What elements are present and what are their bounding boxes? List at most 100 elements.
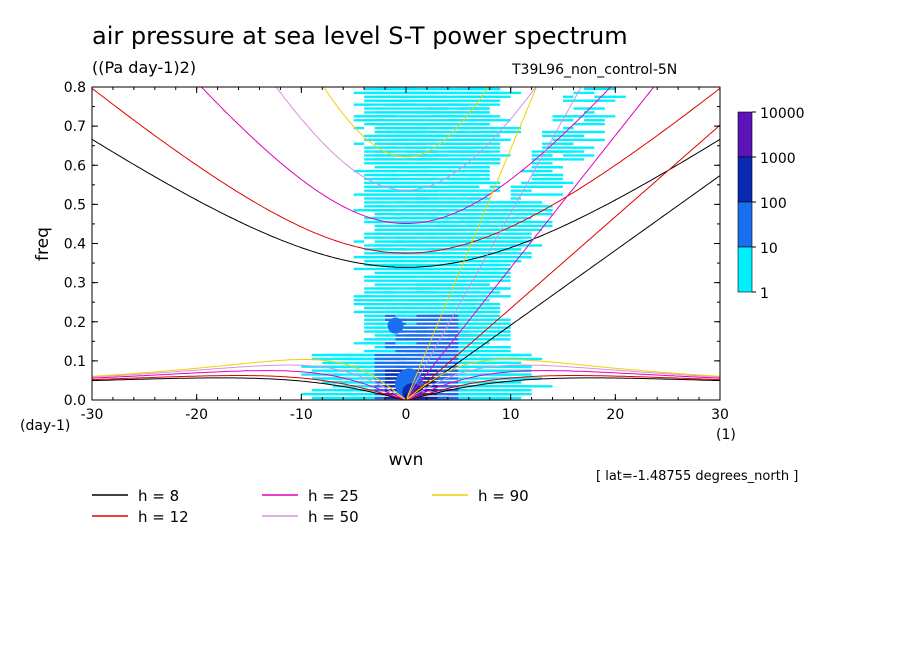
kelvin-curve bbox=[405, 87, 582, 400]
heatmap-cell bbox=[458, 146, 469, 149]
heatmap-cell bbox=[468, 295, 480, 298]
heatmap-cell bbox=[416, 173, 427, 177]
heatmap-cell bbox=[364, 146, 375, 149]
heatmap-cell bbox=[437, 162, 459, 165]
heatmap-cell bbox=[374, 115, 396, 118]
heatmap-cell bbox=[374, 122, 386, 126]
heatmap-cell bbox=[468, 334, 480, 337]
heatmap-cell bbox=[437, 252, 459, 255]
heatmap-cell bbox=[395, 365, 406, 368]
heatmap-cell bbox=[385, 244, 396, 247]
heatmap-cell bbox=[416, 256, 427, 259]
x-tick-label: -20 bbox=[185, 407, 208, 423]
heatmap-cell bbox=[510, 224, 522, 228]
heatmap-cell bbox=[416, 181, 427, 185]
heatmap-cell bbox=[447, 279, 469, 282]
heatmap-cell bbox=[531, 169, 543, 173]
heatmap-cell bbox=[364, 381, 375, 384]
heatmap-cell bbox=[426, 256, 448, 259]
heatmap-cell bbox=[458, 228, 469, 231]
heatmap-cell bbox=[311, 392, 323, 396]
heatmap-cell bbox=[468, 177, 490, 181]
heatmap-cell bbox=[364, 369, 386, 372]
heatmap-cell bbox=[458, 330, 469, 333]
heatmap-cell bbox=[364, 365, 375, 368]
heatmap-cell bbox=[468, 209, 501, 212]
heatmap-cell bbox=[489, 91, 522, 95]
heatmap-cell bbox=[437, 166, 448, 169]
heatmap-cell bbox=[447, 248, 469, 251]
heatmap-cell bbox=[395, 291, 406, 294]
heatmap-cell bbox=[364, 177, 375, 181]
heatmap-cell bbox=[447, 232, 459, 235]
heatmap-cell bbox=[437, 385, 448, 388]
heatmap-cell bbox=[385, 275, 396, 278]
heatmap-cell bbox=[447, 252, 459, 255]
heatmap-cell bbox=[374, 318, 396, 321]
y-tick-label: 0.3 bbox=[64, 276, 86, 292]
heatmap-cell bbox=[437, 154, 448, 157]
heatmap-cell bbox=[531, 185, 563, 188]
heatmap-cell bbox=[364, 302, 375, 306]
heatmap-cell bbox=[364, 326, 386, 329]
heatmap-cell bbox=[364, 134, 386, 138]
heatmap-cell bbox=[395, 87, 406, 91]
heatmap-cell bbox=[374, 146, 396, 149]
heatmap-cell bbox=[406, 357, 417, 361]
heatmap-cell bbox=[406, 107, 417, 110]
x-tick-label: 30 bbox=[711, 407, 729, 423]
heatmap-cell bbox=[364, 259, 375, 263]
heatmap-cell bbox=[416, 365, 427, 368]
heatmap-cell bbox=[521, 224, 553, 228]
heatmap-cell bbox=[437, 197, 448, 200]
chart-title: air pressure at sea level S-T power spec… bbox=[92, 22, 628, 50]
heatmap-cell bbox=[385, 334, 396, 337]
legend-label: h = 25 bbox=[308, 487, 359, 505]
heatmap-cell bbox=[374, 173, 396, 177]
heatmap-cell bbox=[364, 91, 375, 95]
heatmap-cell bbox=[447, 353, 469, 357]
heatmap-cell bbox=[521, 377, 543, 380]
heatmap-cell bbox=[322, 392, 333, 396]
heatmap-cell bbox=[468, 205, 480, 208]
heatmap-cell bbox=[364, 99, 386, 102]
heatmap-cell bbox=[395, 162, 406, 165]
heatmap-cell bbox=[395, 295, 406, 298]
heatmap-cell bbox=[521, 201, 532, 204]
heatmap-cell bbox=[374, 177, 396, 181]
heatmap-cell bbox=[416, 130, 427, 134]
rossby-curve bbox=[92, 370, 720, 400]
heatmap-cell bbox=[353, 126, 365, 130]
heatmap-cell bbox=[406, 248, 417, 251]
heatmap-cell bbox=[563, 142, 574, 145]
heatmap-cell bbox=[395, 346, 406, 349]
heatmap-cell bbox=[489, 87, 501, 91]
heatmap-cell bbox=[416, 138, 427, 141]
heatmap-cell bbox=[374, 209, 396, 212]
heatmap-cell bbox=[542, 146, 563, 149]
kelvin-curve bbox=[405, 124, 720, 400]
heatmap-cell bbox=[542, 134, 553, 138]
legend: h = 8 h = 12 h = 25 h = 50 h = 90 bbox=[92, 487, 529, 526]
heatmap-cell bbox=[458, 154, 469, 157]
heatmap-cell bbox=[374, 279, 396, 282]
x-unit-label: (1) bbox=[716, 427, 736, 443]
heatmap-cell bbox=[479, 279, 490, 282]
heatmap-cell bbox=[447, 330, 469, 333]
heatmap-cell bbox=[479, 306, 501, 310]
heatmap-cell bbox=[479, 216, 511, 220]
heatmap-cell bbox=[437, 224, 448, 228]
heatmap-cell bbox=[406, 361, 417, 365]
heatmap-cell bbox=[416, 119, 427, 122]
heatmap-cell bbox=[406, 177, 417, 181]
heatmap-cell bbox=[510, 244, 543, 247]
heatmap-cell bbox=[364, 396, 375, 400]
heatmap-cell bbox=[374, 271, 386, 275]
heatmap-cell bbox=[426, 295, 448, 298]
heatmap-cell bbox=[542, 142, 574, 145]
heatmap-cell bbox=[416, 224, 427, 228]
heatmap-cell bbox=[468, 189, 480, 192]
heatmap-cell bbox=[301, 373, 312, 376]
heatmap-cell bbox=[364, 138, 375, 141]
heatmap-cell bbox=[447, 103, 459, 106]
